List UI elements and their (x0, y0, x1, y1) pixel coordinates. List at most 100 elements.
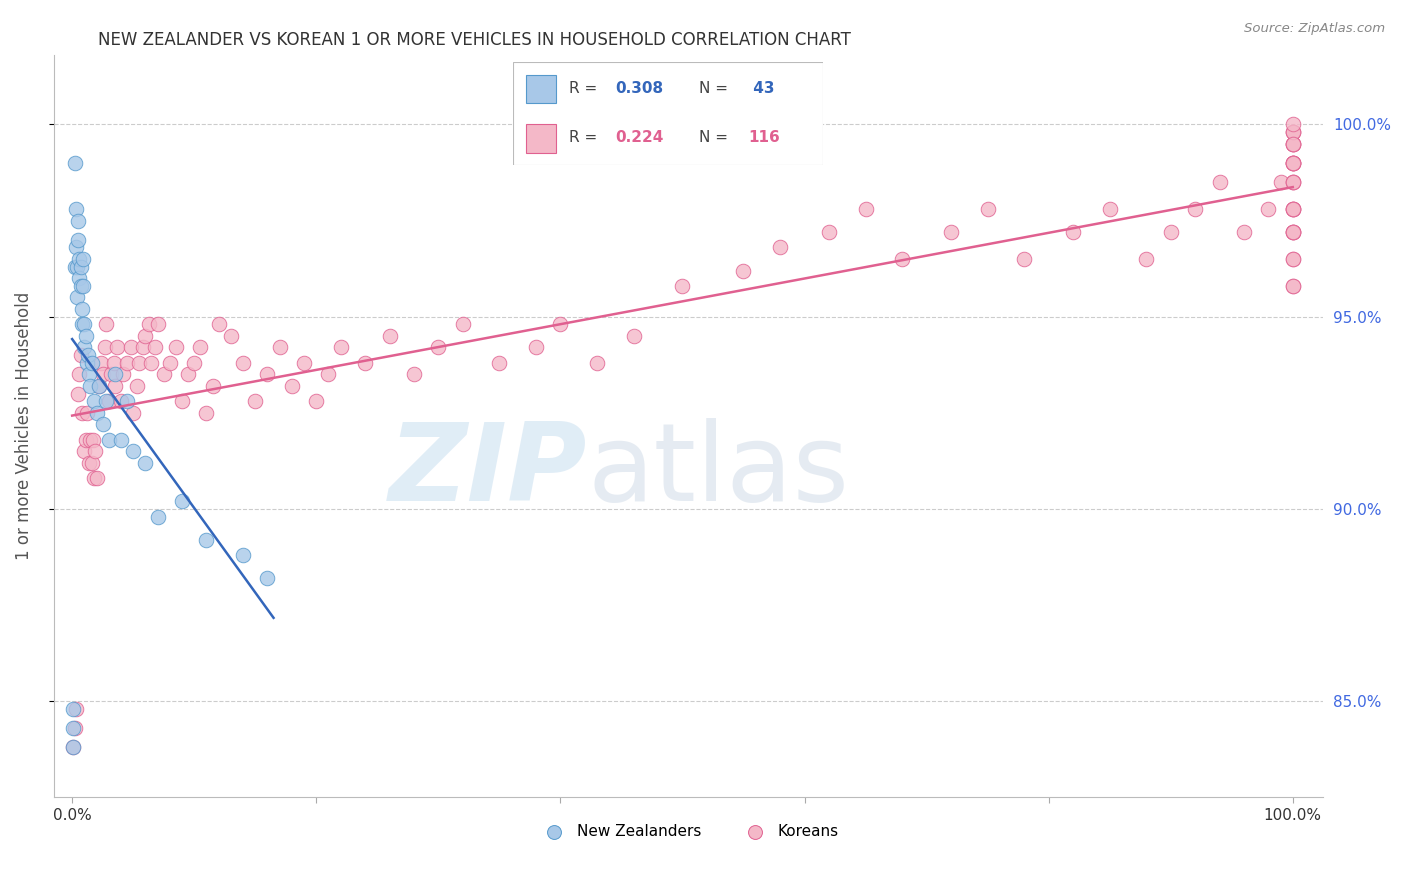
Point (73, 444, 96, 458)
Point (1281, 225, 1303, 239)
Point (195, 406, 218, 420)
Point (232, 548, 254, 562)
Point (76, 406, 98, 420)
Point (733, 263, 755, 277)
Point (115, 356, 138, 370)
Point (1281, 225, 1303, 239)
Point (1233, 225, 1256, 239)
Point (586, 356, 609, 370)
Point (1281, 136, 1303, 151)
Point (65, 240, 87, 254)
Point (77, 368, 100, 382)
Point (550, 318, 572, 332)
Point (1160, 225, 1182, 239)
Point (1208, 175, 1230, 189)
Text: N =: N = (699, 80, 733, 95)
Text: N =: N = (699, 130, 733, 145)
Point (128, 356, 150, 370)
Text: 0.224: 0.224 (616, 130, 664, 145)
Point (63, 156, 86, 170)
Point (1135, 252, 1157, 266)
FancyBboxPatch shape (526, 75, 557, 103)
Point (1184, 202, 1206, 216)
Point (402, 368, 425, 382)
Point (70, 301, 93, 316)
Point (132, 341, 155, 355)
Point (69, 260, 91, 274)
Point (83, 471, 105, 485)
Point (1281, 136, 1303, 151)
Point (77, 456, 100, 470)
Point (1281, 175, 1303, 189)
Point (1281, 125, 1303, 139)
Point (1281, 117, 1303, 131)
Point (87, 379, 110, 393)
Point (1257, 202, 1279, 216)
Point (104, 368, 127, 382)
Point (195, 533, 218, 547)
Point (62, 702, 84, 716)
Point (354, 356, 377, 370)
Point (62, 740, 84, 755)
Point (103, 356, 125, 370)
Point (73, 341, 96, 355)
Point (79, 433, 101, 447)
Point (177, 368, 200, 382)
Point (72, 279, 94, 293)
Point (67, 213, 90, 227)
Point (122, 444, 145, 458)
Point (65, 202, 87, 216)
Point (65, 702, 87, 716)
Text: NEW ZEALANDER VS KOREAN 1 OR MORE VEHICLES IN HOUSEHOLD CORRELATION CHART: NEW ZEALANDER VS KOREAN 1 OR MORE VEHICL… (98, 31, 851, 49)
Point (110, 394, 132, 409)
Point (86, 471, 108, 485)
Point (125, 379, 148, 393)
Point (96, 394, 118, 409)
Point (1281, 279, 1303, 293)
Y-axis label: 1 or more Vehicles in Household: 1 or more Vehicles in Household (15, 293, 32, 560)
Point (1281, 202, 1303, 216)
Point (70, 318, 93, 332)
Point (256, 368, 278, 382)
Point (201, 379, 224, 393)
Point (146, 509, 169, 524)
Point (66, 290, 89, 304)
Text: 116: 116 (748, 130, 780, 145)
Point (63, 721, 86, 735)
Point (1281, 125, 1303, 139)
Point (207, 318, 229, 332)
Point (62, 721, 84, 735)
Point (1281, 156, 1303, 170)
Point (1281, 156, 1303, 170)
Point (141, 356, 163, 370)
Point (232, 356, 254, 370)
Point (671, 279, 693, 293)
Point (188, 341, 211, 355)
Point (1281, 252, 1303, 266)
Point (1281, 225, 1303, 239)
Point (524, 341, 547, 355)
Point (91, 368, 114, 382)
Point (69, 368, 91, 382)
Point (63, 260, 86, 274)
Point (219, 329, 242, 343)
Point (143, 341, 166, 355)
Point (305, 394, 328, 409)
Point (86, 406, 108, 420)
Point (69, 279, 91, 293)
Point (281, 379, 304, 393)
Point (292, 356, 315, 370)
Text: 43: 43 (748, 80, 775, 95)
Point (97, 433, 120, 447)
Text: R =: R = (569, 130, 602, 145)
Point (80, 456, 103, 470)
Point (146, 318, 169, 332)
Point (1270, 175, 1292, 189)
Point (110, 433, 132, 447)
Point (67, 386, 90, 401)
Point (1281, 202, 1303, 216)
Point (1062, 225, 1084, 239)
Point (451, 318, 474, 332)
Point (75, 329, 97, 343)
Text: R =: R = (569, 80, 602, 95)
